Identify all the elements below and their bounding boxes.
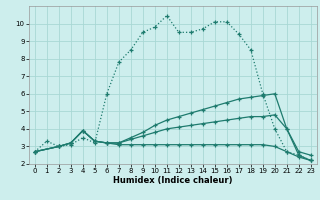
X-axis label: Humidex (Indice chaleur): Humidex (Indice chaleur) (113, 176, 233, 185)
